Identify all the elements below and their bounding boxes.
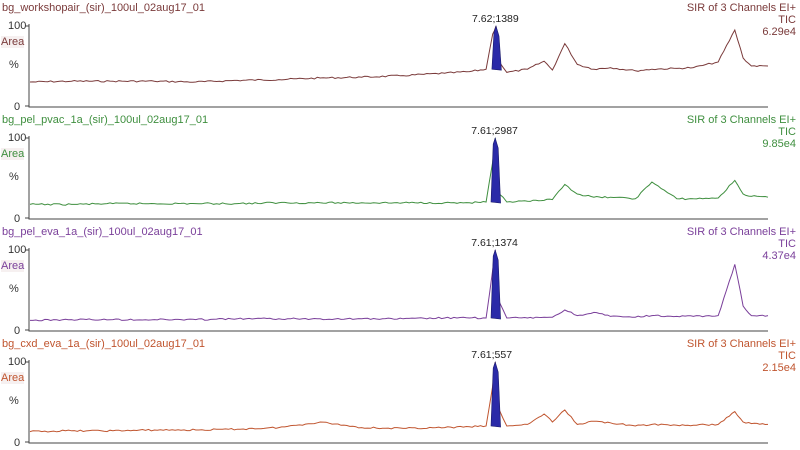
percent-label: % xyxy=(9,171,19,183)
chromatogram-panel: bg_cxd_eva_1a_(sir)_100ul_02aug17_01 SIR … xyxy=(0,338,800,450)
tic-trace xyxy=(29,137,769,206)
peak-label: 7.61;1374 xyxy=(471,237,518,249)
channels-label: SIR of 3 Channels EI+ xyxy=(686,338,796,350)
y-tick-label: 100 xyxy=(8,244,27,256)
integrated-peak xyxy=(490,137,501,204)
percent-label: % xyxy=(9,283,19,295)
sample-name: bg_cxd_eva_1a_(sir)_100ul_02aug17_01 xyxy=(2,338,206,350)
percent-label: % xyxy=(9,395,19,407)
channels-label: SIR of 3 Channels EI+ xyxy=(686,114,796,126)
y-tick-label: 100 xyxy=(8,20,27,32)
area-label: Area xyxy=(1,148,25,160)
sample-name: bg_workshopair_(sir)_100ul_02aug17_01 xyxy=(2,2,206,14)
trace-label: TIC xyxy=(778,14,796,26)
trace-plot xyxy=(25,24,769,108)
y-tick-label: 100 xyxy=(8,132,27,144)
trace-label: TIC xyxy=(778,126,796,138)
peak-label: 7.61;2987 xyxy=(471,125,518,137)
tic-trace xyxy=(29,25,769,83)
trace-label: TIC xyxy=(778,350,796,362)
channels-label: SIR of 3 Channels EI+ xyxy=(686,2,796,14)
integrated-peak xyxy=(490,361,501,428)
tic-trace xyxy=(30,249,769,322)
peak-label: 7.61;557 xyxy=(471,349,513,361)
chromatogram-panel: bg_pel_pvac_1a_(sir)_100ul_02aug17_01 SIR… xyxy=(0,114,800,226)
trace-label: TIC xyxy=(778,238,796,250)
percent-label: % xyxy=(9,59,19,71)
area-label: Area xyxy=(1,36,25,48)
trace-plot xyxy=(25,360,769,444)
y-tick-label: 100 xyxy=(8,356,27,368)
chromatogram-panel: bg_pel_eva_1a_(sir)_100ul_02aug17_01 SIR … xyxy=(0,226,800,338)
y-tick-label: 0 xyxy=(14,213,21,225)
y-axis xyxy=(28,360,768,444)
area-label: Area xyxy=(1,372,25,384)
tic-trace xyxy=(29,361,769,433)
y-tick-label: 0 xyxy=(14,101,21,113)
intensity-scale: 2.15e4 xyxy=(762,362,796,374)
intensity-scale: 4.37e4 xyxy=(762,250,796,262)
trace-plot xyxy=(25,248,769,332)
y-tick-label: 0 xyxy=(14,437,21,449)
intensity-scale: 6.29e4 xyxy=(762,26,796,38)
channels-label: SIR of 3 Channels EI+ xyxy=(686,226,796,238)
integrated-peak xyxy=(490,249,501,320)
sample-name: bg_pel_pvac_1a_(sir)_100ul_02aug17_01 xyxy=(2,114,209,126)
sample-name: bg_pel_eva_1a_(sir)_100ul_02aug17_01 xyxy=(2,226,203,238)
peak-label: 7.62;1389 xyxy=(472,13,519,25)
y-axis xyxy=(28,136,768,220)
y-axis xyxy=(28,24,768,108)
chromatogram-panel: bg_workshopair_(sir)_100ul_02aug17_01 SIR… xyxy=(0,2,800,114)
area-label: Area xyxy=(1,260,25,272)
y-tick-label: 0 xyxy=(14,325,21,337)
trace-plot xyxy=(25,136,769,220)
intensity-scale: 9.85e4 xyxy=(762,138,796,150)
y-axis xyxy=(28,248,768,332)
integrated-peak xyxy=(491,25,502,71)
